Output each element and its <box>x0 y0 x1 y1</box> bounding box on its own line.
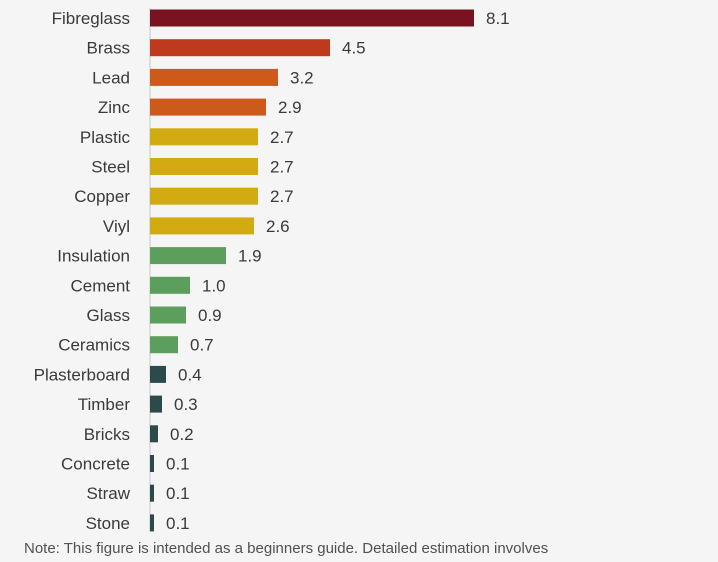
value-label: 1.9 <box>238 247 262 266</box>
value-label: 2.9 <box>278 98 302 117</box>
bar <box>150 187 258 205</box>
bar <box>150 128 258 146</box>
category-label: Plasterboard <box>34 365 130 384</box>
value-label: 2.7 <box>270 187 294 206</box>
bar <box>150 9 474 27</box>
bar <box>150 39 330 57</box>
value-label: 0.1 <box>166 484 190 503</box>
bar <box>150 365 166 383</box>
category-label: Glass <box>87 306 130 325</box>
category-label: Straw <box>87 484 131 503</box>
bar <box>150 425 158 443</box>
bar <box>150 158 258 175</box>
value-label: 0.7 <box>190 336 214 355</box>
bar-chart: Fibreglass 8.1 Brass 4.5 Lead 3.2 Zinc 2.9 Plast… <box>34 8 510 533</box>
category-label: Copper <box>74 187 130 206</box>
bar <box>150 395 162 413</box>
value-label: 2.7 <box>270 158 294 177</box>
bar <box>150 484 154 502</box>
chart-note: Note: This figure is intended as a begin… <box>24 540 549 557</box>
value-label: 4.5 <box>342 39 366 58</box>
category-label: Brass <box>87 39 130 58</box>
bar <box>150 336 178 354</box>
category-label: Timber <box>78 395 131 414</box>
value-label: 8.1 <box>486 9 510 28</box>
category-label: Zinc <box>98 98 131 117</box>
bar <box>150 306 186 324</box>
value-label: 3.2 <box>290 68 314 87</box>
bar <box>150 247 226 265</box>
value-label: 0.2 <box>170 425 194 444</box>
bar <box>150 217 254 235</box>
category-label: Stone <box>86 514 130 533</box>
category-label: Ceramics <box>58 336 130 355</box>
value-label: 1.0 <box>202 276 226 295</box>
category-label: Concrete <box>61 455 130 474</box>
value-label: 0.9 <box>198 306 222 325</box>
category-label: Cement <box>70 276 130 295</box>
category-label: Lead <box>92 68 130 87</box>
category-label: Fibreglass <box>52 9 130 28</box>
value-label: 2.6 <box>266 217 290 236</box>
value-label: 0.1 <box>166 514 190 533</box>
category-label: Bricks <box>84 425 130 444</box>
bar <box>150 514 154 532</box>
bars-group: Fibreglass 8.1 Brass 4.5 Lead 3.2 Zinc 2.9 Plast… <box>34 9 510 533</box>
category-label: Steel <box>91 158 130 177</box>
value-label: 2.7 <box>270 128 294 147</box>
bar <box>150 98 266 116</box>
category-label: Insulation <box>57 247 130 266</box>
value-label: 0.1 <box>166 455 190 474</box>
category-label: Plastic <box>80 128 131 147</box>
bar <box>150 276 190 294</box>
category-label: Viyl <box>103 217 130 236</box>
value-label: 0.4 <box>178 365 202 384</box>
bar <box>150 68 278 86</box>
value-label: 0.3 <box>174 395 198 414</box>
bar <box>150 455 154 472</box>
